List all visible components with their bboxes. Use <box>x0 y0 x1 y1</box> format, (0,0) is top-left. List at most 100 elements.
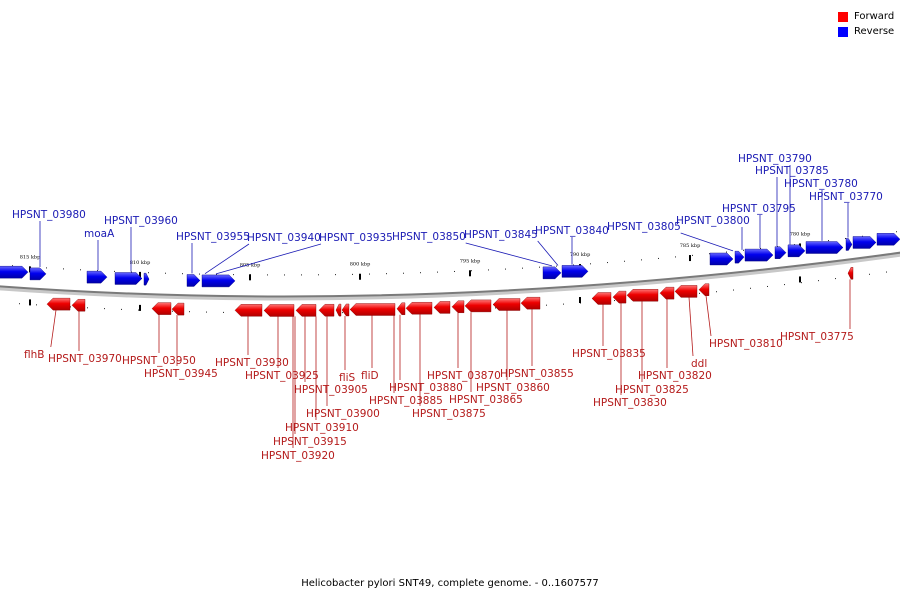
leader-line <box>50 309 57 348</box>
gene-label-hpsnt-03865[interactable]: HPSNT_03865 <box>449 394 523 406</box>
gene-label-flis[interactable]: fliS <box>339 372 356 384</box>
gene-label-hpsnt-03875[interactable]: HPSNT_03875 <box>412 408 486 420</box>
forward-gene-arrow[interactable] <box>263 304 295 317</box>
gene-label-hpsnt-03785[interactable]: HPSNT_03785 <box>755 165 829 177</box>
reverse-gene-arrow[interactable] <box>561 265 589 278</box>
gene-label-hpsnt-03855[interactable]: HPSNT_03855 <box>500 368 574 380</box>
gene-label-hpsnt-03810[interactable]: HPSNT_03810 <box>709 338 783 350</box>
forward-gene-arrow[interactable] <box>464 299 492 313</box>
gene-label-hpsnt-03805[interactable]: HPSNT_03805 <box>607 221 681 233</box>
reverse-gene-arrow[interactable] <box>114 272 143 285</box>
track-dot <box>607 262 608 264</box>
forward-gene-arrow[interactable] <box>612 290 627 304</box>
reverse-gene-arrow[interactable] <box>787 244 806 258</box>
track-dot <box>189 311 190 313</box>
gene-label-hpsnt-03960[interactable]: HPSNT_03960 <box>104 215 178 227</box>
legend: Forward Reverse <box>838 9 894 39</box>
forward-gene-arrow[interactable] <box>295 304 317 317</box>
reverse-gene-arrow[interactable] <box>734 250 745 264</box>
gene-label-hpsnt-03925[interactable]: HPSNT_03925 <box>245 370 319 382</box>
gene-label-hpsnt-03945[interactable]: HPSNT_03945 <box>144 368 218 380</box>
reverse-gene-arrow[interactable] <box>29 267 47 281</box>
gene-label-hpsnt-03980[interactable]: HPSNT_03980 <box>12 209 86 221</box>
gene-label-hpsnt-03935[interactable]: HPSNT_03935 <box>319 232 393 244</box>
gene-label-hpsnt-03840[interactable]: HPSNT_03840 <box>535 225 609 237</box>
forward-gene-arrow[interactable] <box>151 302 172 315</box>
gene-label-hpsnt-03900[interactable]: HPSNT_03900 <box>306 408 380 420</box>
forward-gene-arrow[interactable] <box>520 296 541 310</box>
gene-label-hpsnt-03830[interactable]: HPSNT_03830 <box>593 397 667 409</box>
reverse-gene-arrow[interactable] <box>542 266 562 280</box>
track-dot <box>624 260 625 262</box>
gene-label-hpsnt-03845[interactable]: HPSNT_03845 <box>464 229 538 241</box>
forward-gene-arrow[interactable] <box>71 299 86 312</box>
gene-label-hpsnt-03915[interactable]: HPSNT_03915 <box>273 436 347 448</box>
gene-label-flhb[interactable]: flhB <box>24 349 44 361</box>
reverse-gene-arrow[interactable] <box>143 272 150 286</box>
forward-gene-arrow[interactable] <box>847 267 854 280</box>
gene-label-hpsnt-03880[interactable]: HPSNT_03880 <box>389 382 463 394</box>
gene-label-flid[interactable]: fliD <box>361 370 379 382</box>
forward-gene-arrow[interactable] <box>46 297 71 311</box>
forward-gene-arrow[interactable] <box>674 285 698 298</box>
gene-label-ddl[interactable]: ddl <box>691 358 707 370</box>
gene-label-hpsnt-03835[interactable]: HPSNT_03835 <box>572 348 646 360</box>
reverse-gene-arrow[interactable] <box>709 252 734 266</box>
track-dot <box>335 274 336 276</box>
track-dot <box>699 292 700 294</box>
forward-swatch <box>838 11 848 22</box>
gene-label-hpsnt-03795[interactable]: HPSNT_03795 <box>722 203 796 215</box>
reverse-gene-arrow[interactable] <box>774 246 787 259</box>
forward-gene-arrow[interactable] <box>698 283 710 296</box>
forward-gene-arrow[interactable] <box>492 298 521 311</box>
gene-label-hpsnt-03780[interactable]: HPSNT_03780 <box>784 178 858 190</box>
forward-gene-arrow[interactable] <box>234 304 263 317</box>
gene-label-hpsnt-03870[interactable]: HPSNT_03870 <box>427 370 501 382</box>
gene-label-hpsnt-03885[interactable]: HPSNT_03885 <box>369 395 443 407</box>
gene-label-hpsnt-03940[interactable]: HPSNT_03940 <box>247 232 321 244</box>
leader-line <box>537 240 559 266</box>
reverse-gene-arrow[interactable] <box>852 236 877 249</box>
gene-label-hpsnt-03920[interactable]: HPSNT_03920 <box>261 450 335 462</box>
forward-gene-arrow[interactable] <box>451 300 465 313</box>
gene-label-hpsnt-03790[interactable]: HPSNT_03790 <box>738 153 812 165</box>
forward-gene-arrow[interactable] <box>626 289 659 302</box>
forward-gene-arrow[interactable] <box>349 303 396 316</box>
reverse-gene-arrow[interactable] <box>186 274 201 287</box>
forward-gene-arrow[interactable] <box>318 304 335 317</box>
leader-line <box>465 242 553 267</box>
forward-gene-arrow[interactable] <box>396 302 406 315</box>
gene-label-hpsnt-03905[interactable]: HPSNT_03905 <box>294 384 368 396</box>
gene-label-hpsnt-03820[interactable]: HPSNT_03820 <box>638 370 712 382</box>
reverse-gene-arrow[interactable] <box>845 238 853 251</box>
gene-label-hpsnt-03860[interactable]: HPSNT_03860 <box>476 382 550 394</box>
forward-gene-arrow[interactable] <box>171 302 185 316</box>
forward-gene-arrow[interactable] <box>341 303 350 317</box>
reverse-gene-arrow[interactable] <box>0 265 29 279</box>
forward-gene-arrow[interactable] <box>405 302 433 315</box>
reverse-gene-arrow[interactable] <box>744 248 774 262</box>
gene-label-hpsnt-03825[interactable]: HPSNT_03825 <box>615 384 689 396</box>
gene-label-hpsnt-03950[interactable]: HPSNT_03950 <box>122 355 196 367</box>
gene-label-hpsnt-03910[interactable]: HPSNT_03910 <box>285 422 359 434</box>
forward-gene-arrow[interactable] <box>591 292 612 305</box>
track-dot <box>233 274 234 276</box>
forward-gene-arrow[interactable] <box>335 303 342 317</box>
track-dot <box>138 309 139 311</box>
gene-label-hpsnt-03775[interactable]: HPSNT_03775 <box>780 331 854 343</box>
gene-label-hpsnt-03770[interactable]: HPSNT_03770 <box>809 191 883 203</box>
track-dot <box>46 267 47 269</box>
reverse-gene-arrow[interactable] <box>86 270 108 284</box>
reverse-gene-arrow[interactable] <box>876 233 900 246</box>
reverse-gene-arrow[interactable] <box>201 274 236 288</box>
forward-gene-arrow[interactable] <box>659 286 675 300</box>
gene-label-moaa[interactable]: moaA <box>84 228 115 240</box>
gene-label-hpsnt-03955[interactable]: HPSNT_03955 <box>176 231 250 243</box>
track-dot <box>488 269 489 271</box>
gene-label-hpsnt-03800[interactable]: HPSNT_03800 <box>676 215 750 227</box>
gene-label-hpsnt-03970[interactable]: HPSNT_03970 <box>48 353 122 365</box>
reverse-gene-arrow[interactable] <box>805 241 844 254</box>
forward-gene-arrow[interactable] <box>433 301 451 314</box>
gene-label-hpsnt-03850[interactable]: HPSNT_03850 <box>392 231 466 243</box>
gene-label-hpsnt-03930[interactable]: HPSNT_03930 <box>215 357 289 369</box>
